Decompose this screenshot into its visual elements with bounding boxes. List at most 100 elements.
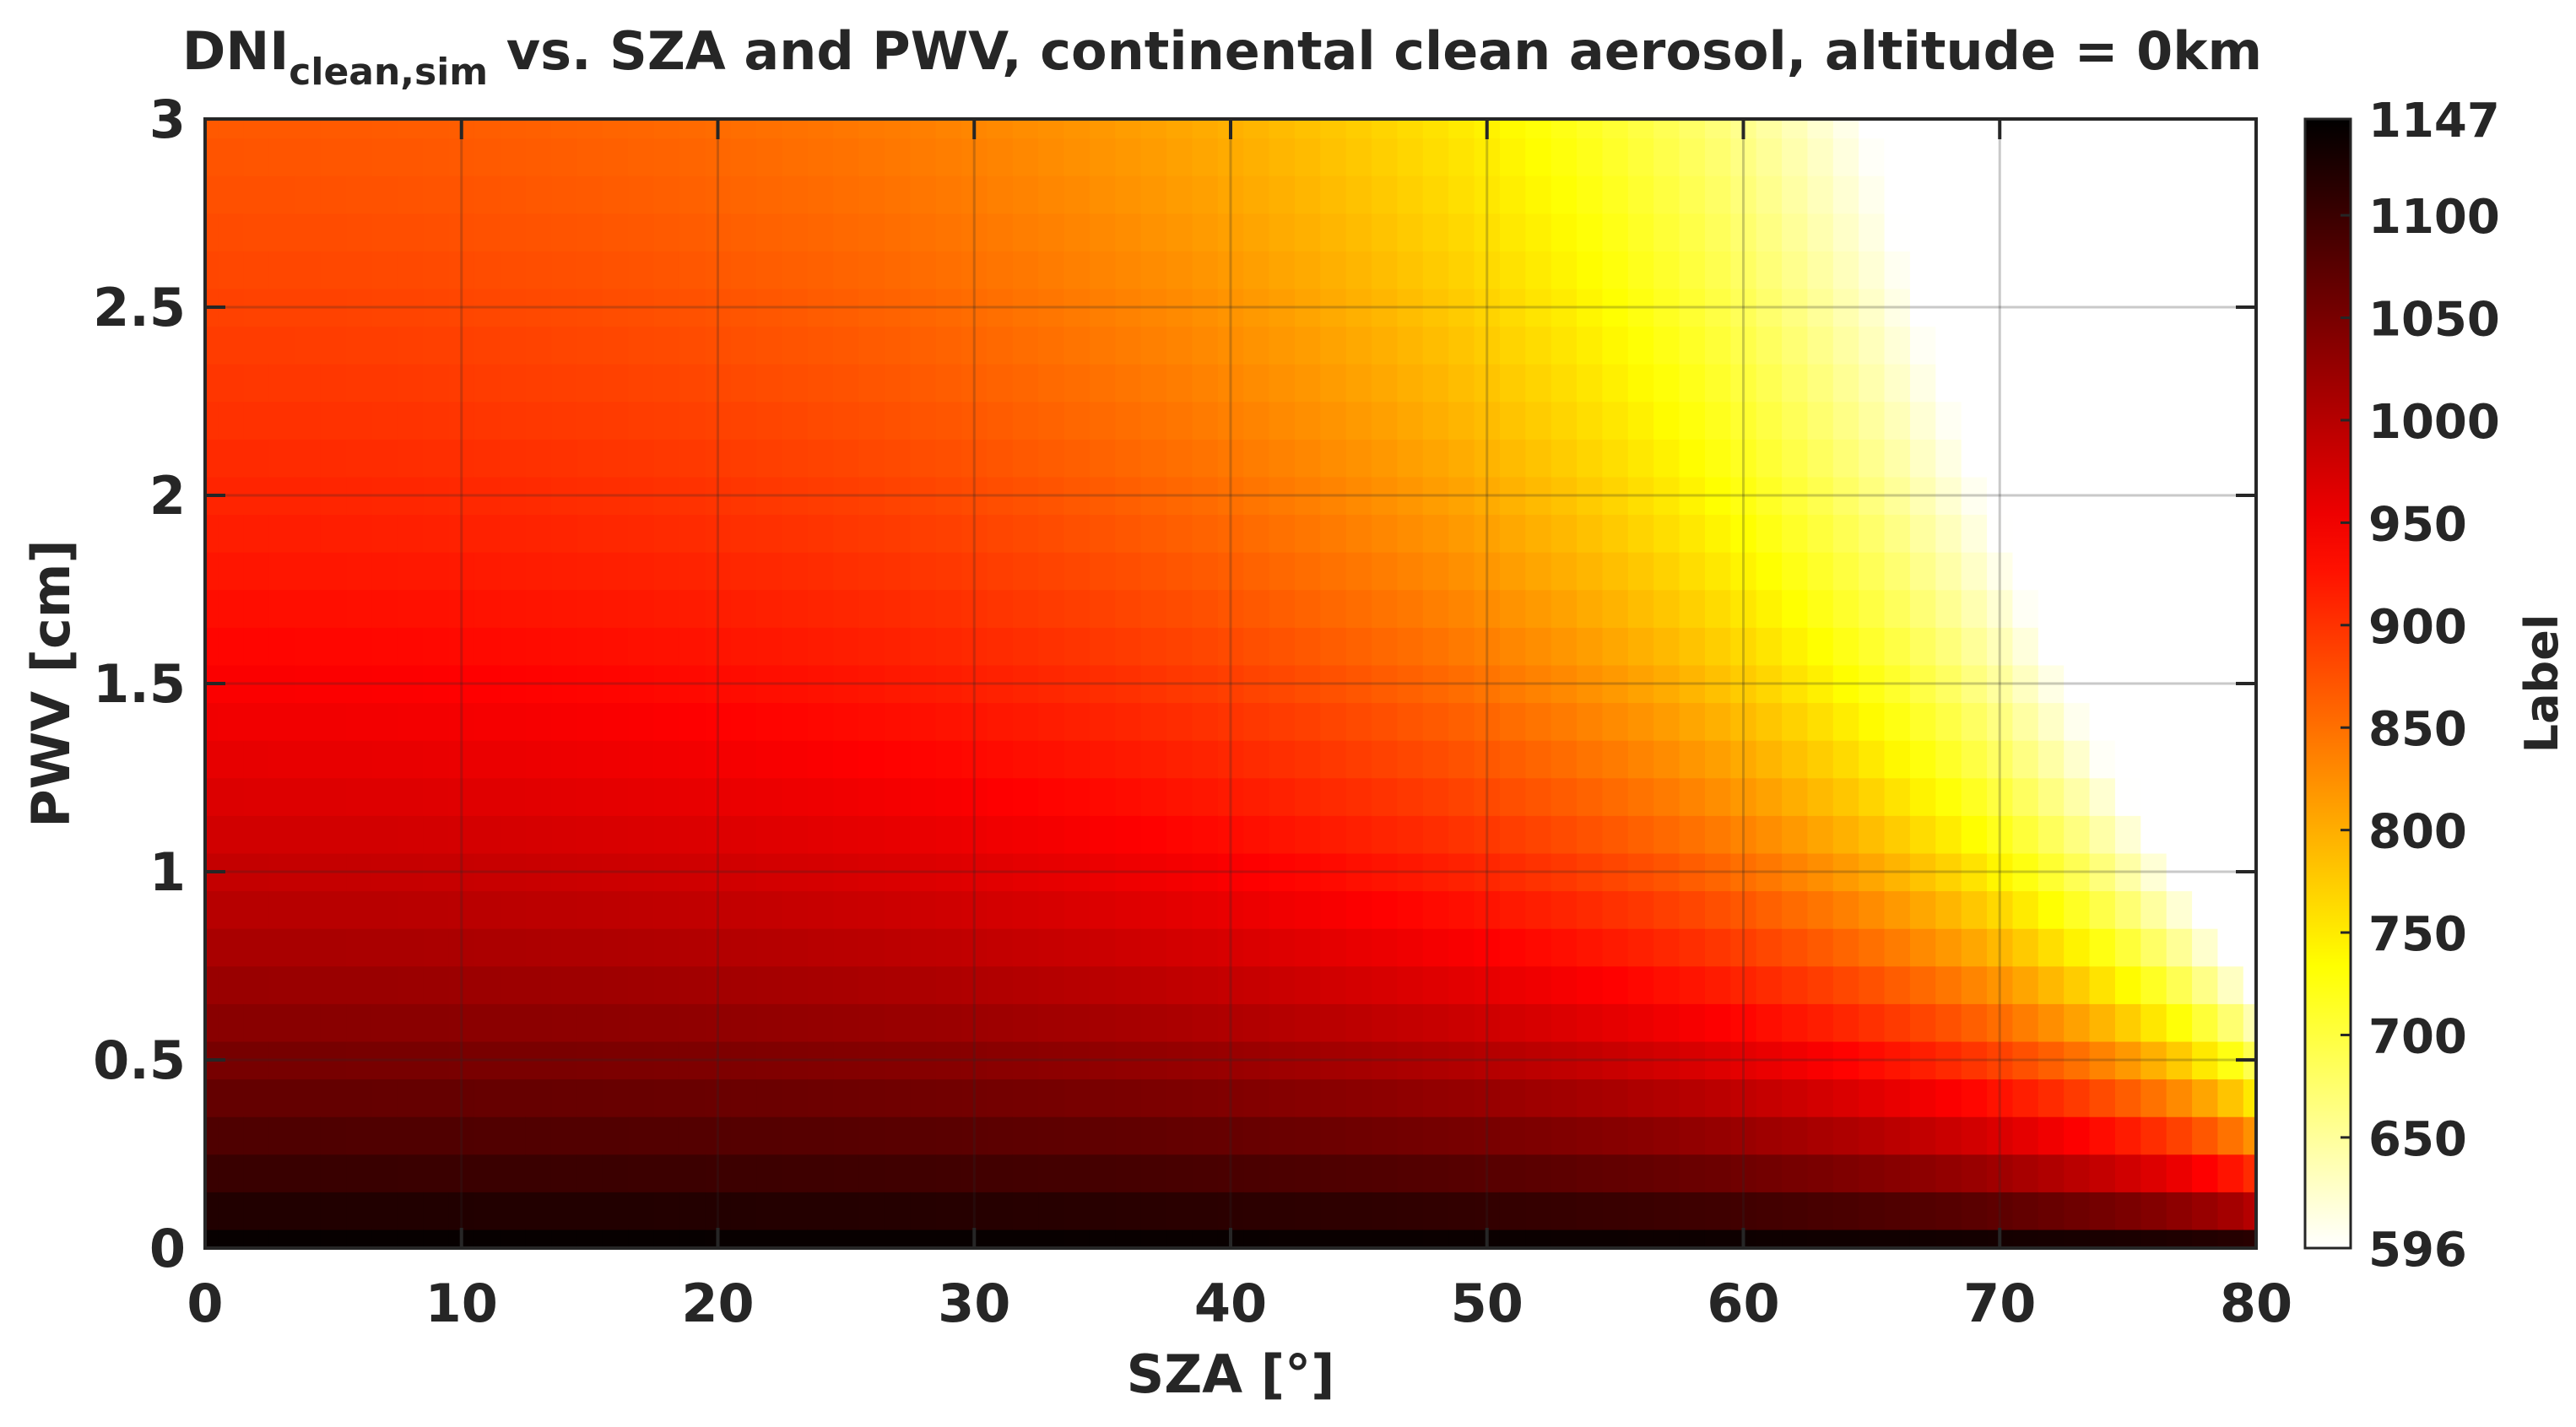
heatmap-cell — [1499, 119, 1527, 139]
heatmap-cell — [1807, 1003, 1834, 1042]
heatmap-cell — [1602, 213, 1629, 251]
heatmap-cell — [935, 702, 962, 741]
heatmap-cell — [576, 1229, 603, 1249]
heatmap-cell — [2243, 251, 2257, 289]
heatmap-cell — [2217, 965, 2244, 1004]
heatmap-cell — [371, 627, 398, 666]
heatmap-cell — [987, 815, 1014, 854]
heatmap-cell — [551, 965, 578, 1004]
heatmap-cell — [1320, 852, 1347, 892]
heatmap-cell — [576, 363, 603, 403]
heatmap-cell — [576, 664, 603, 704]
heatmap-cell — [602, 138, 629, 176]
heatmap-cell — [730, 627, 757, 666]
heatmap-cell — [1782, 251, 1809, 289]
heatmap-cell — [295, 363, 322, 403]
heatmap-cell — [2064, 815, 2091, 854]
heatmap-cell — [987, 119, 1014, 139]
heatmap-cell — [1961, 739, 1988, 779]
heatmap-cell — [935, 777, 962, 816]
heatmap-cell — [628, 476, 655, 516]
heatmap-cell — [910, 627, 937, 666]
heatmap-cell — [1166, 890, 1193, 929]
heatmap-cell — [1807, 890, 1834, 929]
heatmap-cell — [1345, 138, 1372, 176]
heatmap-cell — [1192, 401, 1219, 440]
heatmap-cell — [1909, 439, 1937, 478]
heatmap-cell — [1063, 175, 1090, 214]
heatmap-cell — [782, 551, 809, 591]
heatmap-cell — [1243, 627, 1270, 666]
heatmap-cell — [807, 1192, 834, 1230]
heatmap-cell — [423, 890, 450, 929]
heatmap-cell — [1756, 927, 1783, 967]
y-tick-label: 0 — [149, 1218, 186, 1279]
heatmap-cell — [987, 664, 1014, 704]
heatmap-cell — [2012, 1229, 2039, 1249]
heatmap-cell — [782, 251, 809, 289]
heatmap-cell — [628, 514, 655, 553]
heatmap-cell — [2140, 175, 2167, 214]
heatmap-cell — [1192, 965, 1219, 1004]
heatmap-cell — [1550, 1154, 1578, 1192]
heatmap-cell — [858, 138, 885, 176]
heatmap-cell — [1063, 1229, 1090, 1249]
heatmap-cell — [1577, 213, 1604, 251]
heatmap-cell — [295, 326, 322, 365]
heatmap-cell — [1859, 627, 1886, 666]
heatmap-cell — [1704, 1229, 1732, 1249]
heatmap-cell — [1269, 777, 1296, 816]
heatmap-cell — [1499, 1154, 1527, 1192]
heatmap-cell — [1884, 514, 1911, 553]
heatmap-cell — [2089, 1154, 2116, 1192]
heatmap-cell — [2012, 702, 2039, 741]
heatmap-cell — [1961, 702, 1988, 741]
heatmap-cell — [1653, 739, 1680, 779]
heatmap-cell — [1269, 439, 1296, 478]
heatmap-cell — [243, 852, 270, 892]
heatmap-cell — [1192, 664, 1219, 704]
heatmap-cell — [1679, 213, 1706, 251]
heatmap-cell — [1320, 1229, 1347, 1249]
heatmap-cell — [1166, 589, 1193, 628]
heatmap-cell — [1961, 1041, 1988, 1080]
heatmap-cell — [1115, 589, 1142, 628]
heatmap-cell — [500, 1116, 527, 1155]
heatmap-cell — [1294, 1003, 1322, 1042]
heatmap-cell — [1140, 251, 1167, 289]
heatmap-cell — [1602, 175, 1629, 214]
heatmap-cell — [1653, 1003, 1680, 1042]
heatmap-cell — [205, 138, 219, 176]
heatmap-cell — [1909, 815, 1937, 854]
heatmap-cell — [2038, 119, 2065, 139]
heatmap-cell — [833, 251, 860, 289]
heatmap-cell — [1345, 476, 1372, 516]
heatmap-cell — [1345, 514, 1372, 553]
heatmap-cell — [1012, 401, 1039, 440]
heatmap-cell — [1756, 890, 1783, 929]
heatmap-cell — [295, 1003, 322, 1042]
heatmap-cell — [1550, 815, 1578, 854]
heatmap-cell — [884, 852, 912, 892]
heatmap-cell — [1474, 1041, 1501, 1080]
heatmap-cell — [1140, 401, 1167, 440]
heatmap-cell — [1448, 815, 1475, 854]
heatmap-cell — [1961, 777, 1988, 816]
heatmap-cell — [1474, 138, 1501, 176]
heatmap-cell — [2114, 514, 2142, 553]
heatmap-cell — [1577, 815, 1604, 854]
heatmap-cell — [1550, 401, 1578, 440]
heatmap-cell — [987, 965, 1014, 1004]
heatmap-cell — [1243, 702, 1270, 741]
heatmap-cell — [295, 138, 322, 176]
heatmap-cell — [448, 739, 475, 779]
heatmap-cell — [987, 589, 1014, 628]
heatmap-cell — [1525, 965, 1552, 1004]
heatmap-cell — [705, 251, 732, 289]
heatmap-cell — [1345, 965, 1372, 1004]
heatmap-cell — [1217, 664, 1244, 704]
heatmap-cell — [1499, 852, 1527, 892]
heatmap-cell — [602, 1116, 629, 1155]
heatmap-cell — [1269, 1078, 1296, 1117]
heatmap-cell — [1217, 1041, 1244, 1080]
